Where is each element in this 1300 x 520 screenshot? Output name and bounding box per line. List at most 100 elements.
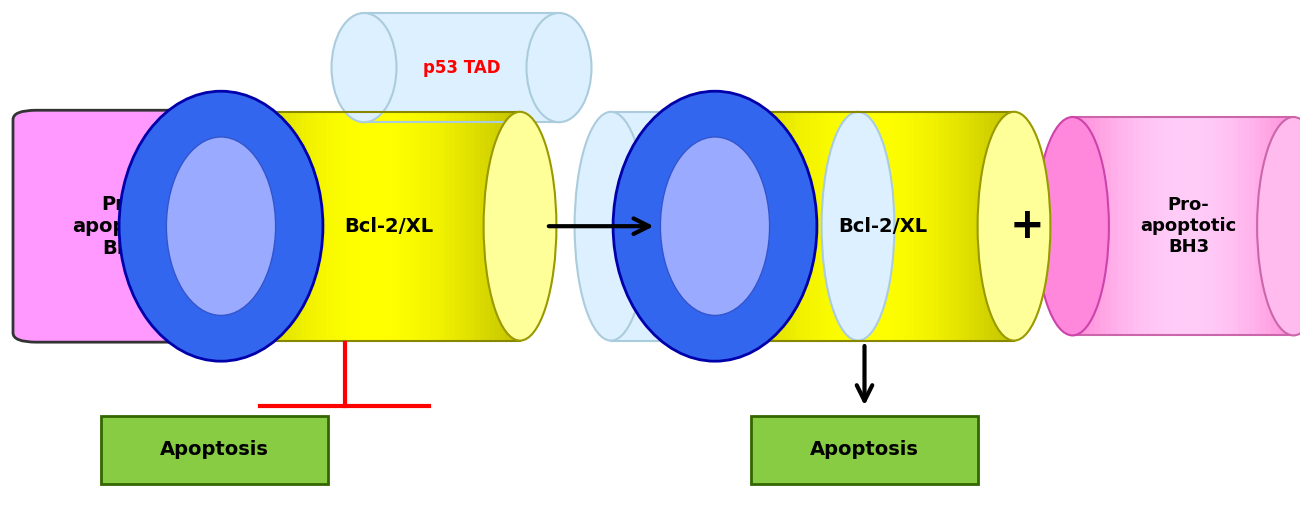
Bar [406,112,412,341]
Bar [1084,117,1091,335]
Text: Bcl-2/XL: Bcl-2/XL [838,217,927,236]
Bar [231,112,237,341]
Text: p53 TAD: p53 TAD [422,59,500,76]
Ellipse shape [120,91,322,361]
Bar [1254,117,1261,335]
Bar [864,112,871,341]
Bar [381,112,387,341]
Bar [376,112,382,341]
Bar [300,112,307,341]
Bar [480,112,486,341]
Bar [1200,117,1206,335]
Bar [725,112,732,341]
Bar [341,112,347,341]
Bar [1117,117,1123,335]
Bar [734,112,741,341]
Text: Apoptosis: Apoptosis [160,440,269,459]
Bar [880,112,885,341]
Bar [764,112,771,341]
Bar [894,112,901,341]
Bar [984,112,991,341]
Bar [775,112,781,341]
Bar [395,112,402,341]
Bar [780,112,786,341]
Bar [500,112,507,341]
Bar [360,112,367,341]
Bar [1222,117,1228,335]
Bar [805,112,811,341]
Bar [316,112,322,341]
Bar [390,112,396,341]
Bar [425,112,432,341]
Bar [346,112,352,341]
Bar [1183,117,1190,335]
Bar [1144,117,1152,335]
Bar [924,112,931,341]
Bar [755,112,762,341]
Bar [770,112,776,341]
Bar [1261,117,1268,335]
Bar [840,112,846,341]
Bar [495,112,502,341]
Bar [411,112,416,341]
Bar [476,112,481,341]
Text: p53 TAD: p53 TAD [689,217,780,236]
Bar [1112,117,1118,335]
Bar [854,112,861,341]
Bar [1100,117,1108,335]
Bar [800,112,806,341]
Bar [325,112,332,341]
Bar [810,112,816,341]
Bar [1128,117,1135,335]
Bar [246,112,252,341]
Bar [1009,112,1015,341]
Bar [835,112,841,341]
Bar [226,112,233,341]
Bar [745,112,751,341]
Ellipse shape [660,137,770,316]
FancyBboxPatch shape [13,110,235,342]
Bar [400,112,407,341]
Bar [875,112,881,341]
Bar [914,112,920,341]
Bar [759,112,766,341]
Text: Pro-
apoptotic
BH3: Pro- apoptotic BH3 [1140,197,1236,256]
Bar [1000,112,1005,341]
Bar [286,112,292,341]
Bar [1134,117,1140,335]
Bar [465,112,472,341]
Bar [1232,117,1240,335]
Bar [261,112,268,341]
Bar [330,112,337,341]
Bar [364,13,559,122]
Bar [237,112,242,341]
Bar [430,112,437,341]
Bar [1244,117,1251,335]
Bar [935,112,941,341]
Bar [365,112,372,341]
Bar [101,416,328,484]
Bar [351,112,356,341]
Bar [884,112,891,341]
Text: +: + [1010,205,1044,247]
Bar [485,112,491,341]
Bar [1150,117,1157,335]
Ellipse shape [484,112,556,341]
Bar [794,112,801,341]
Bar [1173,117,1179,335]
Text: Apoptosis: Apoptosis [810,440,919,459]
Bar [265,112,272,341]
Bar [1266,117,1273,335]
Bar [370,112,377,341]
Bar [1188,117,1196,335]
Bar [471,112,477,341]
Bar [445,112,451,341]
Bar [1271,117,1278,335]
Bar [910,112,915,341]
Bar [221,112,228,341]
Bar [1195,117,1201,335]
Bar [1210,117,1218,335]
Bar [311,112,317,341]
Bar [1072,117,1079,335]
Bar [1089,117,1096,335]
